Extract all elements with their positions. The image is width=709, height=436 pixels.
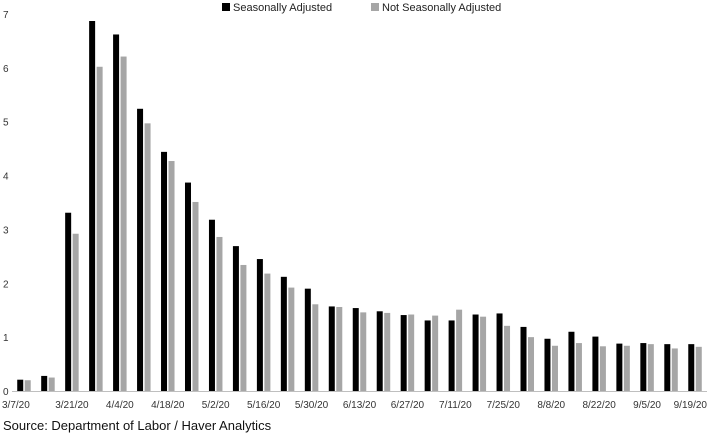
bar-seasonally-adjusted xyxy=(688,344,695,391)
bar-not-seasonally-adjusted xyxy=(456,309,463,391)
y-tick-label: 5 xyxy=(3,118,9,129)
bar-seasonally-adjusted xyxy=(184,182,191,391)
y-tick-label: 3 xyxy=(3,225,9,236)
x-tick-label: 5/2/20 xyxy=(202,400,230,411)
bar-seasonally-adjusted xyxy=(376,311,383,391)
bar-seasonally-adjusted xyxy=(352,308,359,391)
legend-item-not-seasonally-adjusted: Not Seasonally Adjusted xyxy=(371,2,501,14)
y-tick-label: 0 xyxy=(3,387,9,398)
bar-seasonally-adjusted xyxy=(496,313,503,391)
bar-not-seasonally-adjusted xyxy=(647,344,654,391)
bar-seasonally-adjusted xyxy=(113,34,120,391)
x-tick-label: 9/5/20 xyxy=(633,400,661,411)
x-tick-label: 8/8/20 xyxy=(537,400,565,411)
y-tick-label: 6 xyxy=(3,64,9,75)
y-axis: 0 1 2 3 4 5 6 7 xyxy=(3,10,9,398)
bar-seasonally-adjusted xyxy=(448,320,455,391)
bar-not-seasonally-adjusted xyxy=(599,346,606,391)
bar-not-seasonally-adjusted xyxy=(312,304,319,391)
bar-not-seasonally-adjusted xyxy=(528,337,535,391)
bar-seasonally-adjusted xyxy=(664,344,671,391)
bar-not-seasonally-adjusted xyxy=(216,236,223,391)
bar-seasonally-adjusted xyxy=(328,306,335,391)
x-tick-label: 7/11/20 xyxy=(439,400,472,411)
bar-not-seasonally-adjusted xyxy=(432,315,439,391)
bar-seasonally-adjusted xyxy=(65,212,72,391)
legend-label-seasonally-adjusted: Seasonally Adjusted xyxy=(233,2,332,14)
bar-not-seasonally-adjusted xyxy=(575,343,582,391)
bar-not-seasonally-adjusted xyxy=(96,66,103,391)
bar-not-seasonally-adjusted xyxy=(384,312,391,391)
bar-seasonally-adjusted xyxy=(544,338,551,391)
bar-not-seasonally-adjusted xyxy=(408,314,415,391)
y-tick-label: 1 xyxy=(3,333,9,344)
legend: Seasonally Adjusted Not Seasonally Adjus… xyxy=(222,2,501,14)
x-tick-label: 5/30/20 xyxy=(295,400,329,411)
bar-not-seasonally-adjusted xyxy=(24,380,31,391)
source-note: Source: Department of Labor / Haver Anal… xyxy=(3,418,272,433)
x-axis: 3/7/20 3/21/20 4/4/20 4/18/20 5/2/20 5/16/20 5… xyxy=(2,400,707,411)
bar-seasonally-adjusted xyxy=(640,343,647,391)
bar-not-seasonally-adjusted xyxy=(671,348,678,391)
x-tick-label: 6/27/20 xyxy=(391,400,425,411)
legend-item-seasonally-adjusted: Seasonally Adjusted xyxy=(222,2,332,14)
x-tick-label: 6/13/20 xyxy=(343,400,377,411)
bar-seasonally-adjusted xyxy=(17,379,24,391)
bar-not-seasonally-adjusted xyxy=(168,161,175,391)
bar-seasonally-adjusted xyxy=(137,108,144,391)
bar-not-seasonally-adjusted xyxy=(192,201,199,391)
bar-not-seasonally-adjusted xyxy=(551,345,558,391)
legend-label-not-seasonally-adjusted: Not Seasonally Adjusted xyxy=(382,2,501,14)
bar-seasonally-adjusted xyxy=(280,276,287,391)
bar-seasonally-adjusted xyxy=(568,331,575,391)
x-tick-label: 7/25/20 xyxy=(487,400,521,411)
legend-swatch-seasonally-adjusted xyxy=(222,3,230,11)
bar-not-seasonally-adjusted xyxy=(695,346,702,391)
bar-not-seasonally-adjusted xyxy=(264,273,271,391)
x-tick-label: 5/16/20 xyxy=(247,400,281,411)
bars xyxy=(17,21,702,392)
bar-seasonally-adjusted xyxy=(256,259,263,391)
bar-not-seasonally-adjusted xyxy=(72,233,79,391)
x-tick-label: 4/4/20 xyxy=(106,400,134,411)
bar-seasonally-adjusted xyxy=(592,336,599,391)
bar-seasonally-adjusted xyxy=(208,219,215,391)
bar-seasonally-adjusted xyxy=(424,320,431,391)
bar-seasonally-adjusted xyxy=(616,343,623,391)
bar-seasonally-adjusted xyxy=(472,314,479,391)
bar-seasonally-adjusted xyxy=(41,375,48,391)
x-tick-label: 8/22/20 xyxy=(582,400,616,411)
y-tick-label: 7 xyxy=(3,10,9,21)
bar-not-seasonally-adjusted xyxy=(288,287,295,391)
bar-seasonally-adjusted xyxy=(161,151,168,391)
bar-seasonally-adjusted xyxy=(400,315,407,391)
bar-not-seasonally-adjusted xyxy=(504,325,511,391)
bar-not-seasonally-adjusted xyxy=(240,264,247,391)
bar-not-seasonally-adjusted xyxy=(623,345,630,391)
x-tick-label: 9/19/20 xyxy=(674,400,708,411)
bar-seasonally-adjusted xyxy=(304,288,311,391)
x-tick-label: 3/7/20 xyxy=(2,400,30,411)
y-tick-label: 4 xyxy=(3,172,9,183)
bar-seasonally-adjusted xyxy=(89,21,96,391)
legend-swatch-not-seasonally-adjusted xyxy=(371,3,379,11)
x-tick-label: 4/18/20 xyxy=(151,400,185,411)
bar-not-seasonally-adjusted xyxy=(336,306,343,391)
bar-not-seasonally-adjusted xyxy=(48,377,55,391)
bar-seasonally-adjusted xyxy=(232,246,239,391)
y-tick-label: 2 xyxy=(3,279,9,290)
bar-not-seasonally-adjusted xyxy=(120,56,127,392)
bar-not-seasonally-adjusted xyxy=(360,312,367,391)
x-tick-label: 3/21/20 xyxy=(55,400,89,411)
bar-not-seasonally-adjusted xyxy=(144,123,151,391)
bar-not-seasonally-adjusted xyxy=(480,316,487,391)
bar-seasonally-adjusted xyxy=(520,326,527,391)
